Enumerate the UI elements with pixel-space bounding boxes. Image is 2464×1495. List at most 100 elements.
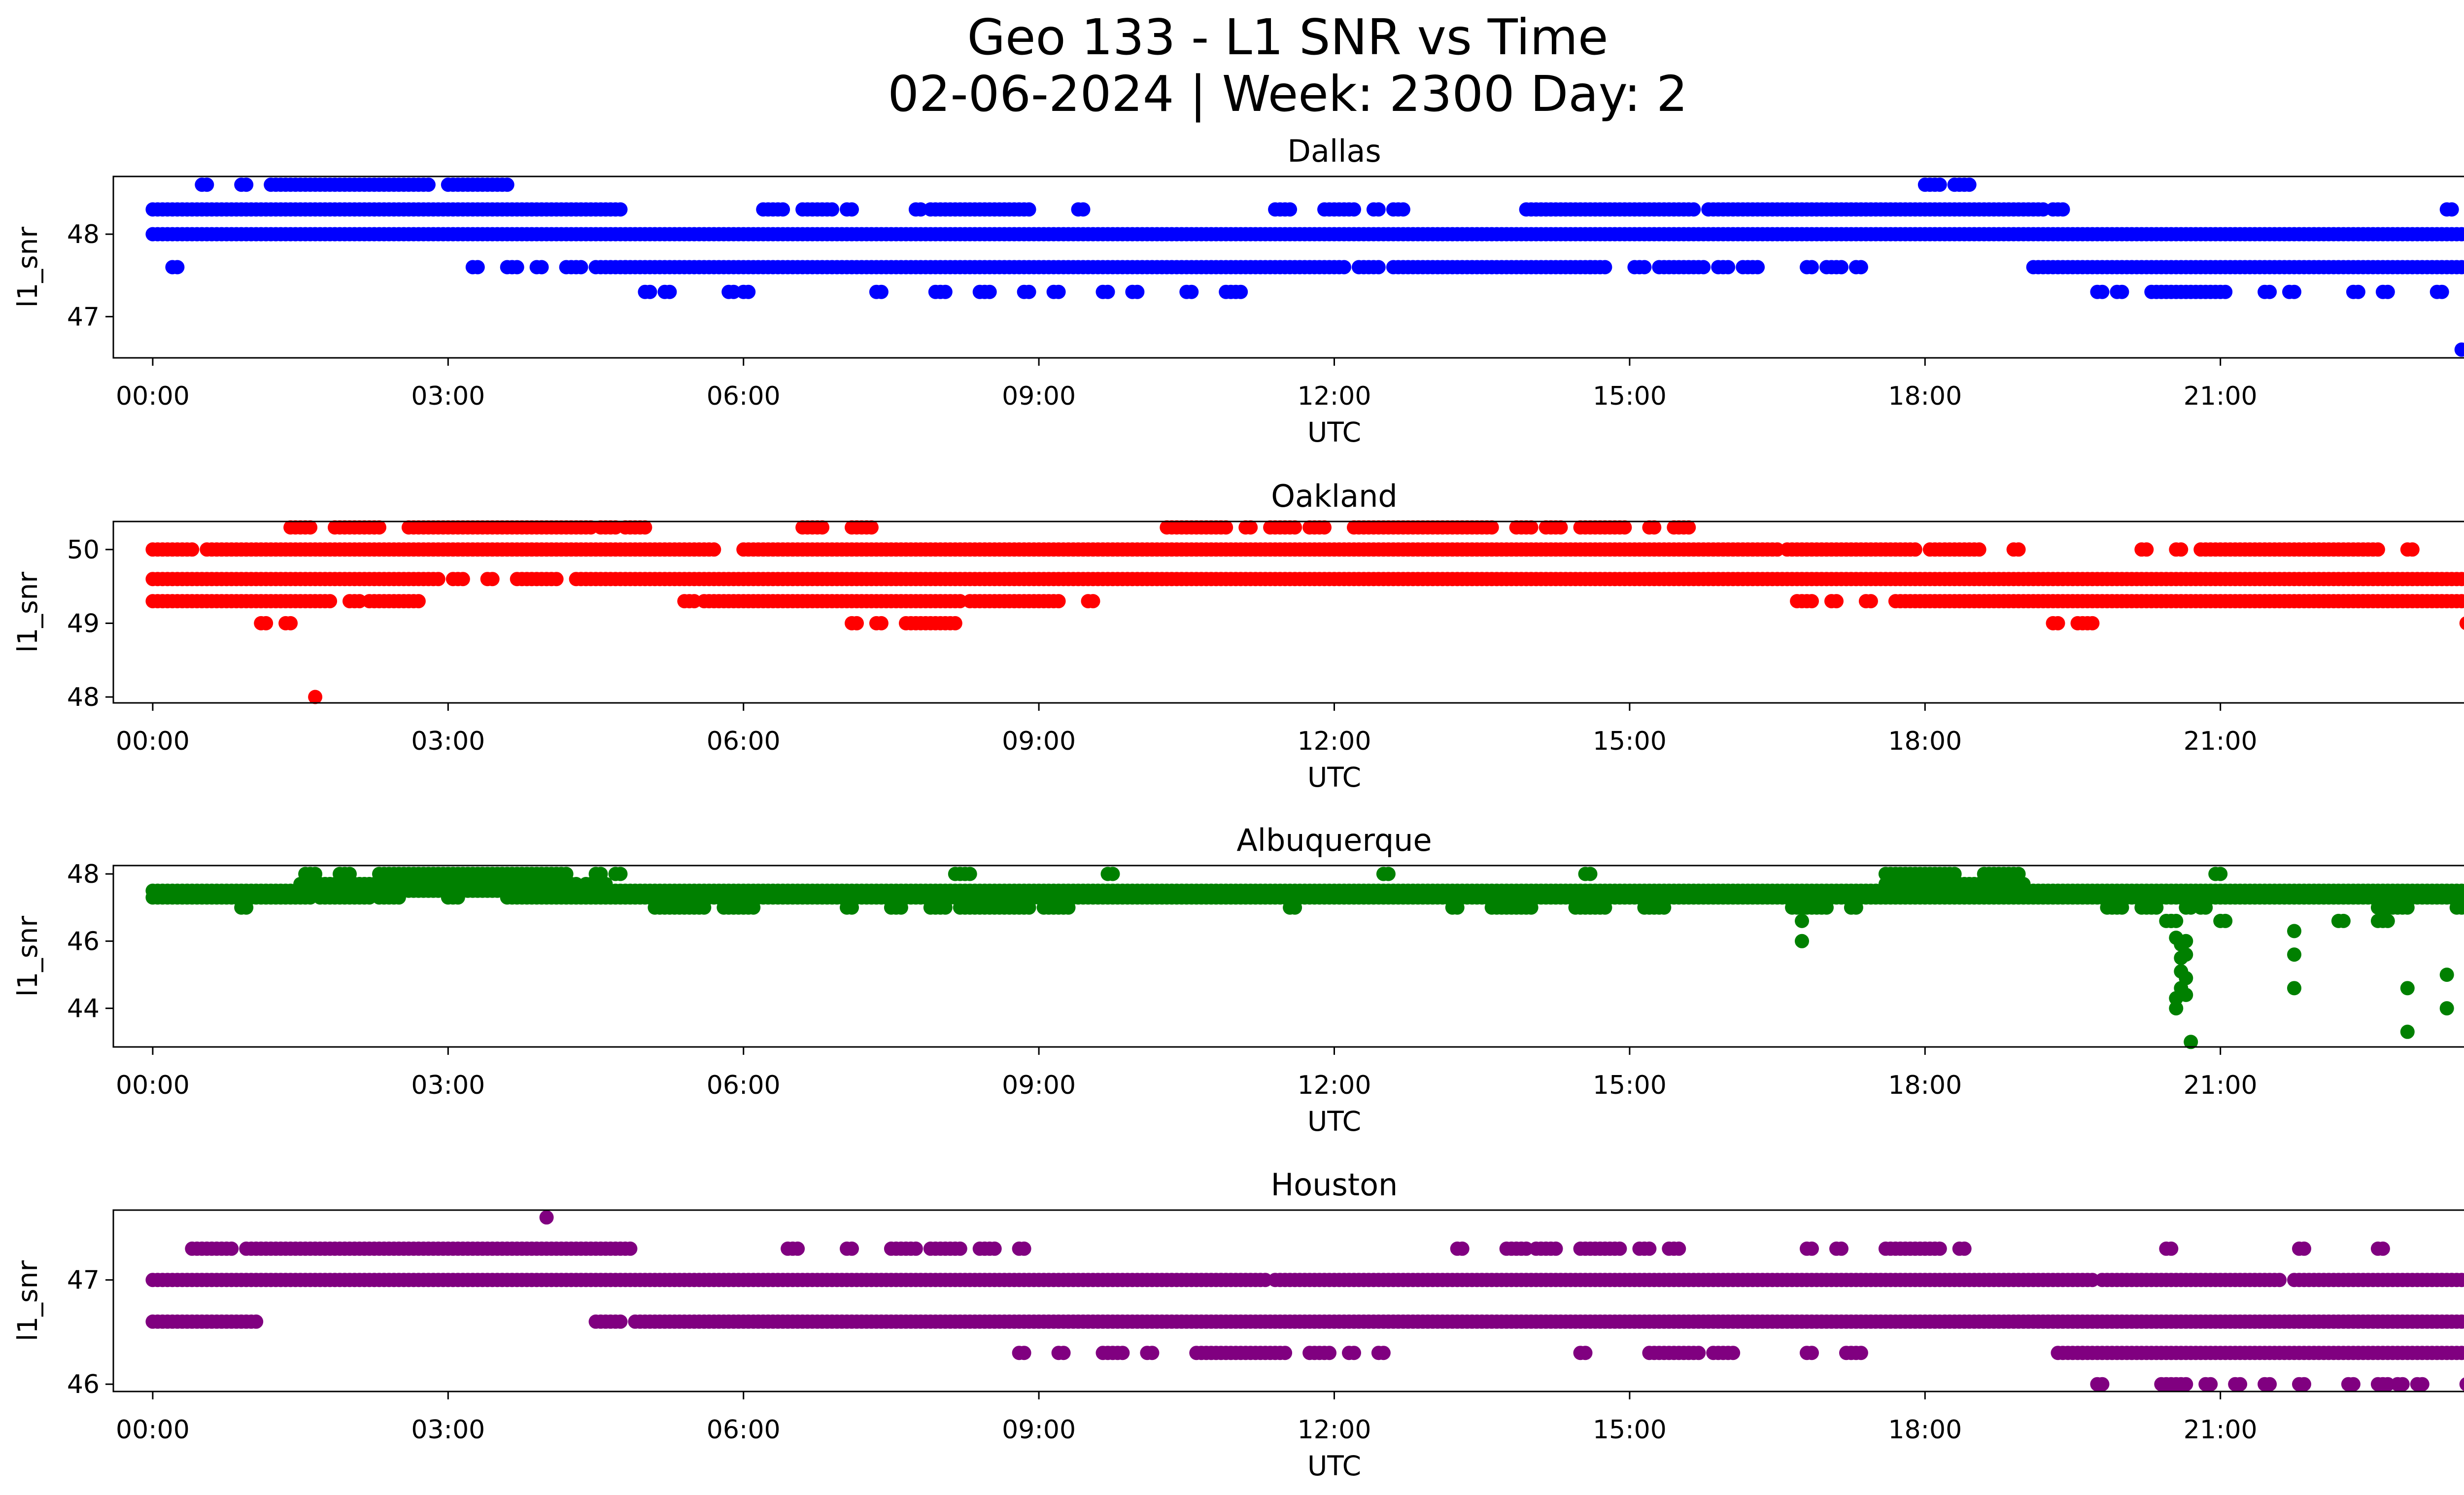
data-point [746, 900, 761, 915]
data-point [790, 1241, 805, 1256]
data-point [239, 177, 254, 192]
data-point [2179, 934, 2193, 948]
y-tick-label: 49 [67, 609, 100, 638]
data-point [1642, 1241, 1657, 1256]
data-point [308, 867, 323, 881]
data-point [1278, 1346, 1293, 1360]
data-point [2085, 1273, 2100, 1287]
data-point [1932, 177, 1947, 192]
data-point [1381, 867, 1396, 881]
data-point [1061, 900, 1076, 915]
data-point [874, 616, 889, 630]
data-point [1657, 900, 1672, 915]
data-point [1288, 520, 1302, 535]
data-point [613, 202, 628, 217]
data-point [2085, 616, 2100, 630]
data-point [1578, 1346, 1593, 1360]
data-point [726, 284, 741, 299]
data-point [1022, 900, 1036, 915]
data-point [2459, 227, 2464, 241]
data-point [1056, 1346, 1071, 1360]
y-axis-label: l1_snr [12, 916, 43, 997]
data-point [283, 616, 298, 630]
data-point [303, 520, 318, 535]
data-point [2179, 971, 2193, 985]
data-point [1696, 260, 1711, 275]
data-point [1022, 284, 1036, 299]
data-point [2459, 594, 2464, 608]
data-point [815, 520, 829, 535]
data-point [2179, 947, 2193, 962]
data-point [953, 1241, 967, 1256]
data-point [1243, 520, 1258, 535]
data-point [2149, 900, 2164, 915]
data-point [185, 542, 200, 557]
data-point [938, 900, 953, 915]
data-point [1051, 284, 1066, 299]
data-point [1130, 284, 1145, 299]
data-point [1017, 1346, 1031, 1360]
x-axis-label: UTC [1307, 762, 1361, 793]
data-point [352, 594, 367, 609]
subplot-title: Dallas [1287, 133, 1381, 169]
data-point [1347, 1346, 1361, 1360]
data-point [1450, 900, 1465, 915]
x-tick-label: 03:00 [411, 727, 485, 756]
data-point [593, 867, 608, 881]
scatter-points [145, 1210, 2464, 1391]
data-point [1853, 1346, 1868, 1360]
data-point [534, 260, 549, 275]
data-point [1317, 520, 1332, 535]
data-point [1805, 260, 1819, 275]
data-point [1750, 260, 1765, 275]
data-point [2198, 900, 2213, 915]
data-point [1598, 900, 1612, 915]
data-point [2439, 1001, 2454, 1016]
data-point [1637, 260, 1652, 275]
data-point [1051, 594, 1066, 609]
data-point [421, 177, 436, 192]
y-tick-label: 50 [67, 535, 100, 565]
data-point [1770, 542, 1785, 557]
data-point [303, 890, 318, 905]
data-point [1105, 867, 1120, 881]
data-point [1524, 900, 1539, 915]
data-point [874, 284, 889, 299]
x-axis-label: UTC [1307, 1106, 1361, 1137]
data-point [2459, 901, 2464, 914]
data-point [1834, 260, 1848, 275]
data-point [1686, 202, 1701, 217]
data-point [1853, 260, 1868, 275]
y-tick-label: 44 [67, 994, 100, 1024]
data-point [1957, 1241, 1972, 1256]
data-point [1115, 1346, 1130, 1360]
subplot-title: Albuquerque [1236, 822, 1432, 858]
data-point [825, 202, 839, 217]
data-point [1721, 260, 1736, 275]
x-tick-label: 00:00 [116, 382, 190, 411]
data-point [623, 1241, 638, 1256]
data-point [2459, 616, 2464, 630]
data-point [2184, 900, 2198, 915]
y-tick-label: 48 [67, 220, 100, 249]
data-point [1848, 900, 1863, 915]
data-point [2380, 284, 2395, 299]
data-point [613, 1314, 628, 1329]
data-point [2169, 1001, 2184, 1016]
data-point [2051, 616, 2065, 630]
data-point [2297, 1241, 2311, 1256]
data-point [2184, 1035, 2198, 1049]
data-point [2287, 981, 2301, 996]
x-tick-label: 21:00 [2184, 727, 2258, 756]
data-point [200, 177, 214, 192]
data-point [1612, 1241, 1627, 1256]
x-tick-label: 06:00 [707, 1071, 781, 1100]
data-point [2218, 284, 2233, 299]
data-point [962, 867, 977, 881]
data-point [2287, 284, 2301, 299]
data-point [1288, 900, 1302, 915]
x-tick-label: 09:00 [1002, 1071, 1076, 1100]
data-point [1553, 520, 1568, 535]
data-point [2434, 284, 2449, 299]
data-point [1376, 1346, 1391, 1360]
